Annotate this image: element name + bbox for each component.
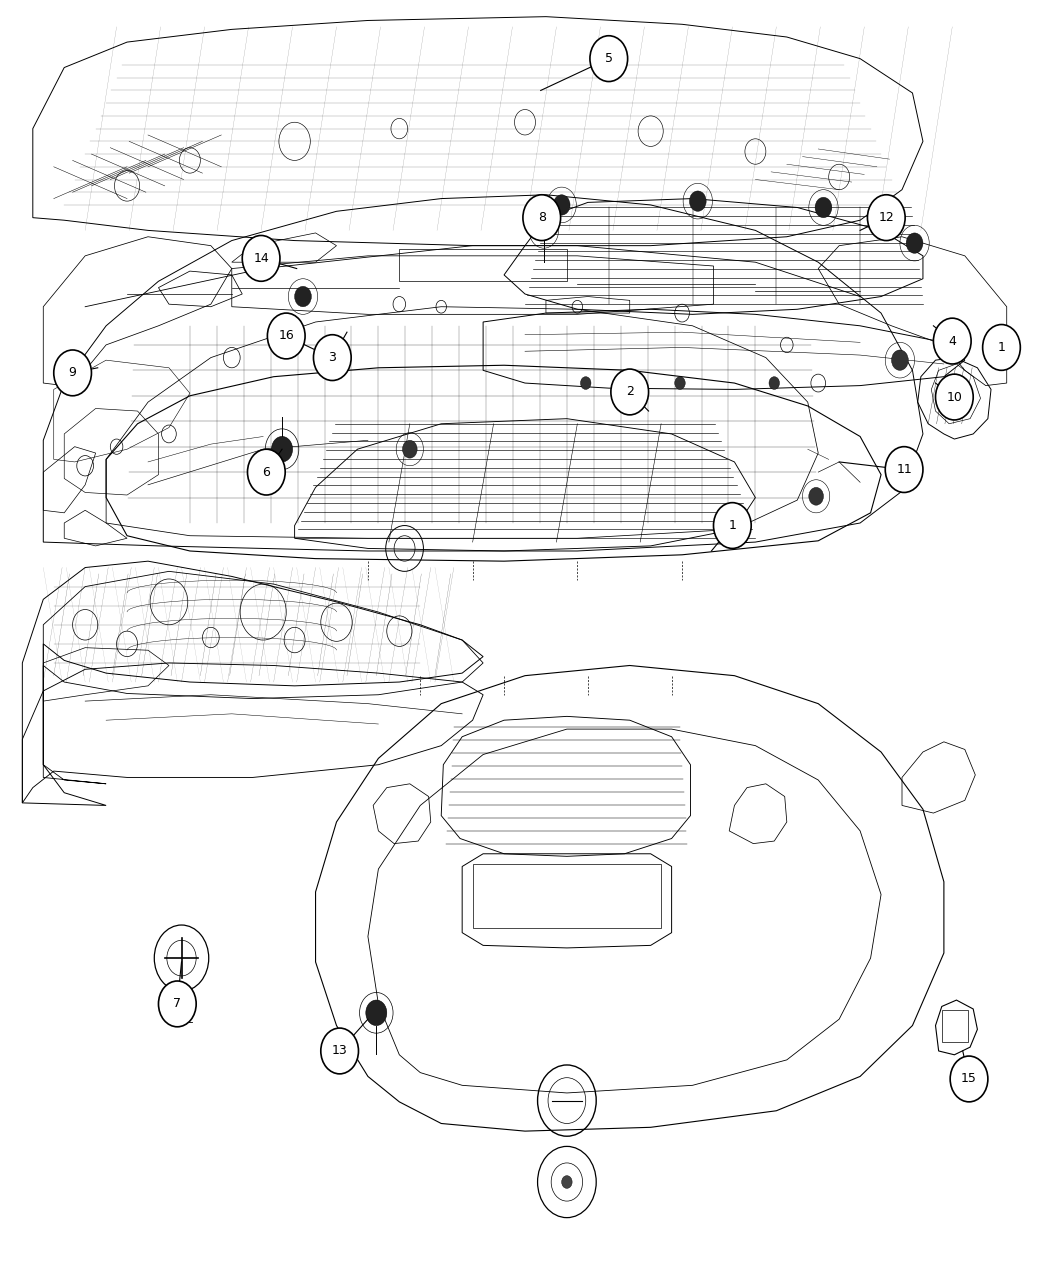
Circle shape	[536, 221, 552, 241]
Text: 10: 10	[946, 390, 962, 404]
Circle shape	[248, 449, 286, 495]
Text: 4: 4	[948, 334, 957, 348]
Circle shape	[867, 195, 905, 241]
Circle shape	[523, 195, 561, 241]
Circle shape	[159, 980, 196, 1026]
Circle shape	[562, 1176, 572, 1188]
Circle shape	[714, 502, 751, 548]
Text: 9: 9	[68, 366, 77, 380]
Text: 11: 11	[897, 463, 912, 476]
Circle shape	[675, 376, 686, 389]
Text: 5: 5	[605, 52, 613, 65]
Bar	[472, 864, 662, 928]
Circle shape	[936, 374, 973, 419]
Circle shape	[950, 1056, 988, 1102]
Circle shape	[769, 376, 779, 389]
Bar	[942, 1010, 968, 1042]
Text: 1: 1	[998, 340, 1006, 354]
Circle shape	[590, 36, 628, 82]
Circle shape	[314, 335, 351, 380]
Circle shape	[891, 349, 908, 370]
Circle shape	[268, 314, 306, 358]
Text: 2: 2	[626, 385, 633, 399]
Text: 15: 15	[961, 1072, 976, 1085]
Circle shape	[808, 487, 823, 505]
Text: 3: 3	[329, 351, 336, 365]
Bar	[399, 250, 567, 282]
Circle shape	[295, 287, 312, 307]
Text: 1: 1	[729, 519, 736, 532]
Circle shape	[581, 376, 591, 389]
Text: 14: 14	[253, 252, 269, 265]
Text: 13: 13	[332, 1044, 348, 1057]
Text: 16: 16	[278, 329, 294, 343]
Circle shape	[690, 191, 707, 212]
Circle shape	[611, 368, 649, 414]
Circle shape	[815, 198, 832, 218]
Circle shape	[402, 440, 417, 458]
Circle shape	[365, 1000, 386, 1025]
Text: 8: 8	[538, 212, 546, 224]
Text: 12: 12	[879, 212, 895, 224]
Circle shape	[933, 319, 971, 363]
Circle shape	[885, 446, 923, 492]
Circle shape	[54, 349, 91, 395]
Circle shape	[321, 1028, 358, 1074]
Circle shape	[553, 195, 570, 215]
Text: 6: 6	[262, 465, 270, 478]
Bar	[942, 349, 954, 360]
Circle shape	[906, 233, 923, 254]
Circle shape	[983, 325, 1021, 370]
Circle shape	[272, 436, 293, 462]
Circle shape	[243, 236, 280, 282]
Text: 7: 7	[173, 997, 182, 1010]
